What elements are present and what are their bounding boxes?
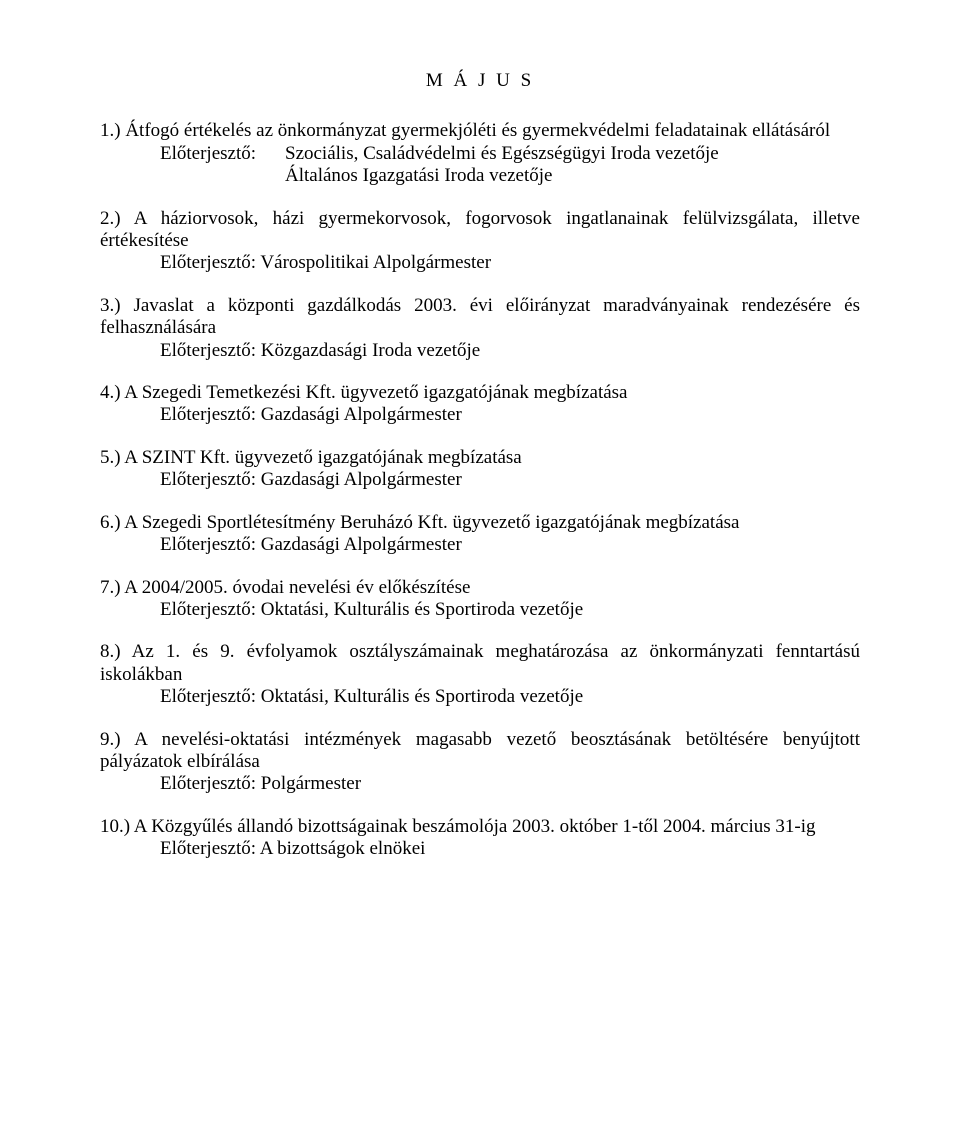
- item-sub-label-empty: [100, 165, 285, 187]
- item-lead-text: 1.) Átfogó értékelés az önkormányzat gye…: [100, 120, 860, 142]
- item-sub-label: Előterjesztő:: [100, 143, 285, 165]
- item-sub-text: Előterjesztő: Közgazdasági Iroda vezetőj…: [100, 340, 860, 362]
- item-lead-text: 8.) Az 1. és 9. évfolyamok osztályszámai…: [100, 641, 860, 686]
- item-sub-value: Általános Igazgatási Iroda vezetője: [285, 165, 552, 187]
- item-sub-text: Előterjesztő: Gazdasági Alpolgármester: [100, 534, 860, 556]
- agenda-item: 8.) Az 1. és 9. évfolyamok osztályszámai…: [100, 641, 860, 708]
- item-sub-line: Általános Igazgatási Iroda vezetője: [100, 165, 860, 187]
- document-page: M Á J U S 1.) Átfogó értékelés az önkorm…: [0, 0, 960, 1122]
- item-lead-text: 6.) A Szegedi Sportlétesítmény Beruházó …: [100, 512, 860, 534]
- page-title: M Á J U S: [100, 70, 860, 92]
- item-sub-text: Előterjesztő: Oktatási, Kulturális és Sp…: [100, 599, 860, 621]
- item-lead-text: 2.) A háziorvosok, házi gyermekorvosok, …: [100, 208, 860, 253]
- item-lead-text: 9.) A nevelési-oktatási intézmények maga…: [100, 729, 860, 774]
- agenda-item: 1.) Átfogó értékelés az önkormányzat gye…: [100, 120, 860, 187]
- agenda-item: 5.) A SZINT Kft. ügyvezető igazgatójának…: [100, 447, 860, 492]
- item-lead-text: 5.) A SZINT Kft. ügyvezető igazgatójának…: [100, 447, 860, 469]
- item-sub-text: Előterjesztő: Oktatási, Kulturális és Sp…: [100, 686, 860, 708]
- agenda-item: 6.) A Szegedi Sportlétesítmény Beruházó …: [100, 512, 860, 557]
- item-lead-text: 10.) A Közgyűlés állandó bizottságainak …: [100, 816, 860, 838]
- item-sub-text: Előterjesztő: Polgármester: [100, 773, 860, 795]
- item-sub-text: Előterjesztő: Gazdasági Alpolgármester: [100, 469, 860, 491]
- agenda-item: 9.) A nevelési-oktatási intézmények maga…: [100, 729, 860, 796]
- item-lead-text: 3.) Javaslat a központi gazdálkodás 2003…: [100, 295, 860, 340]
- item-lead-text: 4.) A Szegedi Temetkezési Kft. ügyvezető…: [100, 382, 860, 404]
- agenda-item: 2.) A háziorvosok, házi gyermekorvosok, …: [100, 208, 860, 275]
- item-sub-line: Előterjesztő: Szociális, Családvédelmi é…: [100, 143, 860, 165]
- item-sub-text: Előterjesztő: A bizottságok elnökei: [100, 838, 860, 860]
- item-lead-text: 7.) A 2004/2005. óvodai nevelési év elők…: [100, 577, 860, 599]
- agenda-item: 7.) A 2004/2005. óvodai nevelési év elők…: [100, 577, 860, 622]
- agenda-item: 3.) Javaslat a központi gazdálkodás 2003…: [100, 295, 860, 362]
- agenda-item: 4.) A Szegedi Temetkezési Kft. ügyvezető…: [100, 382, 860, 427]
- item-sub-value: Szociális, Családvédelmi és Egészségügyi…: [285, 143, 719, 165]
- agenda-item: 10.) A Közgyűlés állandó bizottságainak …: [100, 816, 860, 861]
- item-sub-text: Előterjesztő: Gazdasági Alpolgármester: [100, 404, 860, 426]
- item-sub-text: Előterjesztő: Várospolitikai Alpolgármes…: [100, 252, 860, 274]
